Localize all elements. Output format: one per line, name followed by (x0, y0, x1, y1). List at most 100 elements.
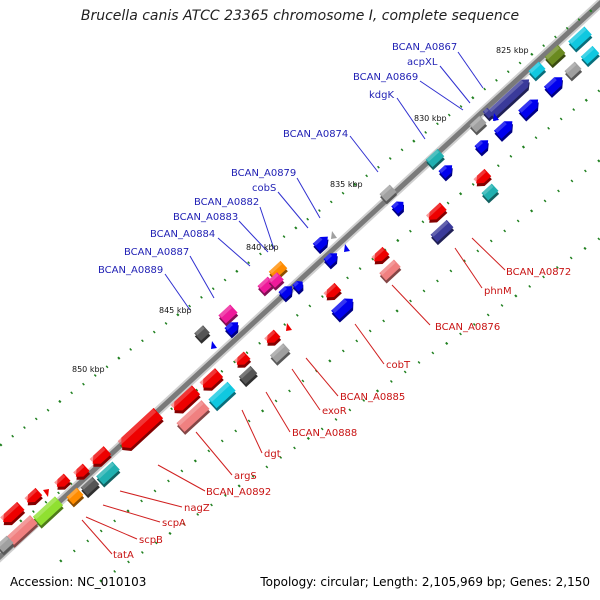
gene-block-highlight (54, 474, 66, 485)
tick-mark (293, 446, 296, 450)
gene-block-highlight (439, 165, 448, 173)
tick-mark (570, 179, 574, 183)
gene-block (438, 165, 453, 182)
tick-mark (489, 239, 493, 243)
tick-mark (57, 491, 60, 495)
gene-label: BCAN_A0885 (340, 392, 405, 403)
tick-mark (597, 159, 600, 163)
tick-mark (472, 322, 476, 326)
tick-mark (375, 389, 380, 393)
gene-block-face (487, 79, 530, 119)
gene-block-face (92, 446, 112, 464)
gene-block (73, 463, 91, 480)
tick-mark (424, 131, 428, 134)
tick-mark (220, 369, 224, 373)
tick-mark (301, 379, 305, 383)
tick-mark (306, 436, 310, 441)
gene-block (543, 77, 563, 98)
tick-mark (140, 550, 144, 554)
gene-block (54, 473, 72, 490)
gene-block (117, 407, 164, 452)
tick-mark (99, 579, 103, 583)
gene-block (331, 298, 354, 323)
gene-label: cobT (386, 360, 411, 371)
tick-mark (422, 289, 426, 293)
tick-mark (412, 139, 416, 143)
tick-mark (459, 332, 462, 336)
tick-mark (355, 339, 359, 343)
gene-block (0, 535, 15, 556)
tick-mark (282, 235, 286, 239)
tick-mark (382, 319, 386, 323)
gene-block (544, 44, 566, 69)
gene-block (234, 351, 252, 368)
tick-mark (597, 89, 600, 93)
gene-block-face (493, 121, 513, 139)
tick-mark (211, 287, 215, 291)
gene-block (194, 325, 211, 344)
tick-mark (113, 569, 117, 573)
gene-block (224, 322, 239, 339)
gene-block-face (568, 26, 592, 50)
gene-block-face (518, 99, 539, 119)
gene-marker (211, 341, 217, 349)
gene-label: nagZ (184, 503, 210, 514)
tick-mark (19, 519, 23, 523)
tick-mark (46, 408, 50, 412)
tick-mark (126, 509, 130, 513)
gene-block-face (379, 184, 397, 202)
tick-mark (395, 309, 399, 313)
gene-label: tatA (113, 550, 134, 561)
gene-label: exoR (322, 406, 347, 417)
tick-mark (180, 469, 184, 473)
gene-block-highlight (379, 260, 396, 275)
tick-mark (207, 449, 211, 453)
gene-block-face (238, 365, 258, 385)
tick-mark (168, 531, 172, 536)
tick-mark (583, 246, 587, 251)
tick-label: 850 kbp (72, 365, 105, 374)
tick-mark (99, 529, 103, 533)
tick-mark (341, 349, 345, 353)
gene-block-highlight (470, 116, 482, 127)
gene-block-face (476, 168, 492, 184)
gene-label: BCAN_A0892 (206, 487, 271, 498)
tick-mark (445, 341, 449, 346)
gene-block-face (27, 487, 43, 503)
tick-mark (82, 382, 85, 386)
gene-block (278, 286, 293, 303)
gene-block-highlight (488, 79, 524, 113)
gene-block (564, 61, 583, 82)
tick-mark (514, 294, 518, 298)
tick-mark (58, 399, 62, 404)
gene-block (312, 236, 329, 255)
gene-block-highlight (199, 368, 218, 386)
gene-block (568, 26, 593, 53)
tick-mark (70, 391, 74, 395)
gene-block-highlight (545, 45, 560, 60)
gene-block (425, 202, 448, 223)
gene-block-highlight (269, 261, 283, 274)
tick-mark (127, 560, 130, 564)
gene-block-face (425, 148, 445, 168)
tick-mark (11, 434, 15, 438)
summary-text: Topology: circular; Length: 2,105,969 bp… (260, 575, 590, 589)
tick-mark (105, 365, 109, 369)
gene-marker (286, 323, 292, 331)
tick-mark (417, 360, 421, 364)
gene-block (580, 45, 600, 68)
gene-label: cobS (252, 183, 276, 194)
gene-label: argS (234, 471, 257, 482)
gene-block-highlight (264, 330, 276, 341)
gene-label: BCAN_A0879 (231, 168, 296, 179)
tick-mark (0, 443, 3, 447)
tick-mark (597, 237, 600, 241)
tick-mark (408, 229, 412, 233)
tick-mark (341, 191, 345, 195)
tick-mark (547, 126, 550, 130)
tick-mark (188, 304, 192, 308)
gene-block-highlight (431, 220, 449, 237)
tick-label: 840 kbp (246, 243, 279, 252)
